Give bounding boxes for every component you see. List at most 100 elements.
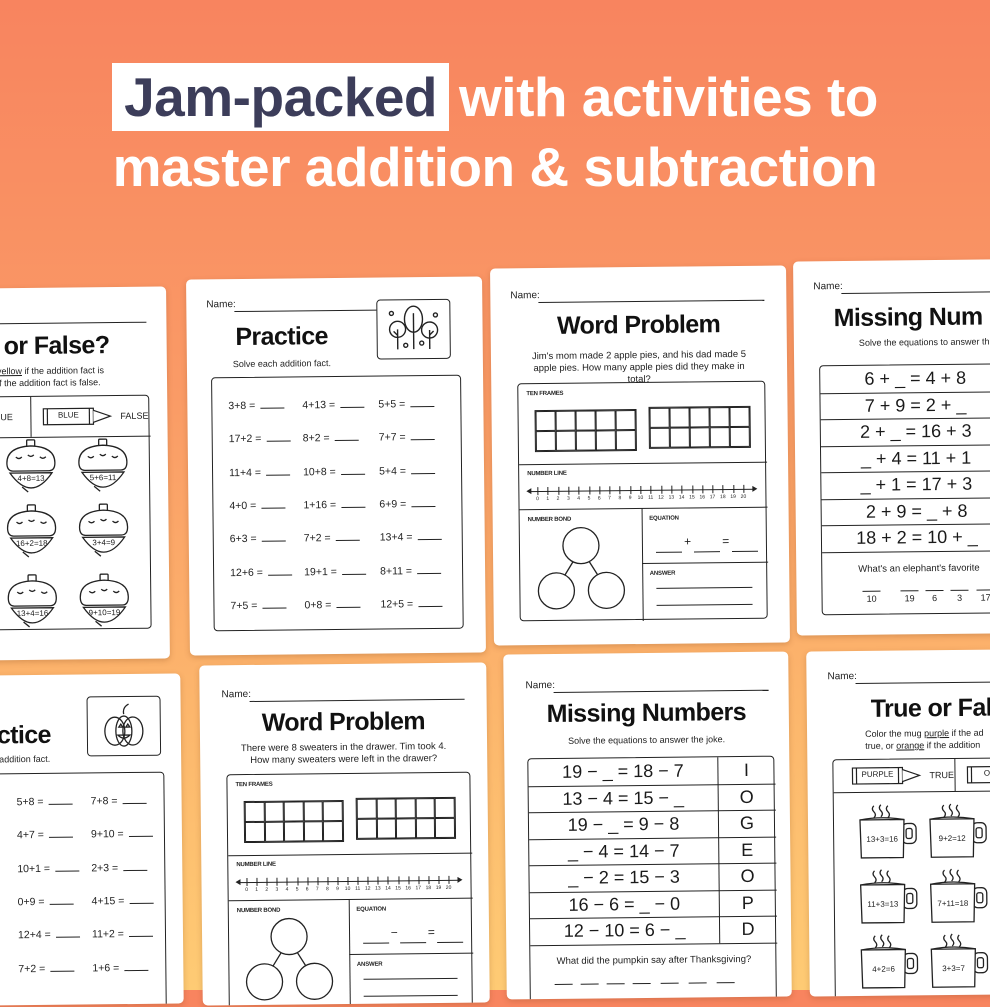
number-line-tick (438, 876, 439, 884)
answer-blank[interactable] (129, 903, 153, 904)
problem-text: 7+7 = (379, 432, 406, 444)
answer-line[interactable] (363, 995, 457, 997)
addition-problem: 5+5 = (378, 398, 434, 411)
worksheet-title: Word Problem (200, 707, 487, 739)
joke-answer-blank[interactable] (976, 589, 990, 590)
answer-blank[interactable] (50, 970, 74, 971)
ten-frame-cell (730, 427, 750, 447)
worksheet-subtitle: addition fact. (0, 754, 50, 765)
answer-line[interactable] (656, 604, 752, 606)
answer-blank[interactable] (56, 937, 80, 938)
answer-blank[interactable] (341, 507, 365, 508)
crayon-label: BLUE (47, 410, 89, 419)
answer-blank[interactable] (129, 936, 153, 937)
answer-blank[interactable] (122, 803, 146, 804)
number-line-axis (529, 489, 755, 492)
equation-blank[interactable] (656, 552, 682, 553)
joke-answer-blank[interactable] (863, 591, 881, 592)
divider (821, 443, 990, 447)
crayon-icon: ORA (966, 765, 990, 784)
answer-blank[interactable] (410, 406, 434, 407)
joke-letter: E (718, 839, 776, 861)
missing-number-equation: 7 + 9 = 2 + _ (820, 394, 990, 417)
equation-blank[interactable] (400, 942, 426, 943)
number-line-label: NUMBER LINE (527, 471, 567, 477)
answer-blank[interactable] (335, 440, 359, 441)
problem-text: 7+2 = (18, 962, 45, 974)
joke-letter: D (719, 919, 777, 941)
answer-blank[interactable] (341, 473, 365, 474)
joke-answer-blank[interactable] (633, 983, 651, 984)
number-line-tick (671, 486, 672, 494)
joke-answer-blank[interactable] (555, 984, 573, 985)
joke-answer-blank[interactable] (607, 983, 625, 984)
addition-problem: 7+8 = (91, 795, 147, 808)
svg-text:4+2=6: 4+2=6 (872, 965, 895, 974)
joke-answer-blank[interactable] (661, 983, 679, 984)
ten-frame-cell (376, 798, 396, 818)
answer-blank[interactable] (411, 473, 435, 474)
instruction-text: true, or (865, 741, 896, 751)
answer-blank[interactable] (262, 607, 286, 608)
addition-problem: 7+2 = (18, 962, 74, 975)
addition-problem: 10+8 = (303, 465, 365, 478)
answer-blank[interactable] (411, 439, 435, 440)
answer-blank[interactable] (336, 607, 360, 608)
missing-number-equation: 19 − _ = 18 − 7 (528, 760, 717, 783)
answer-blank[interactable] (260, 408, 284, 409)
problem-text: 1+6 = (92, 962, 119, 974)
answer-blank[interactable] (418, 606, 442, 607)
answer-blank[interactable] (266, 474, 290, 475)
problem-text: 5+4 = (379, 465, 406, 477)
answer-blank[interactable] (417, 539, 441, 540)
answer-blank[interactable] (411, 506, 435, 507)
answer-blank[interactable] (55, 870, 79, 871)
answer-blank[interactable] (50, 904, 74, 905)
joke-answer-number: 6 (926, 593, 944, 603)
problem-text: 11+2 = (92, 928, 124, 940)
answer-blank[interactable] (48, 804, 72, 805)
problem-text: 7+8 = (91, 795, 118, 807)
joke-question: What did the pumpkin say after Thanksgiv… (530, 954, 777, 968)
answer-blank[interactable] (266, 441, 290, 442)
equation-blank[interactable] (732, 551, 758, 552)
equation-blank[interactable] (437, 942, 463, 943)
number-line-tick (368, 877, 369, 885)
answer-blank[interactable] (336, 540, 360, 541)
joke-answer-blank[interactable] (925, 590, 943, 591)
number-line-tick (723, 485, 724, 493)
joke-answer-blank[interactable] (689, 982, 707, 983)
headline-highlight: Jam-packed (112, 63, 449, 131)
answer-blank[interactable] (129, 836, 153, 837)
answer-blank[interactable] (262, 541, 286, 542)
joke-answer-blank[interactable] (900, 590, 918, 591)
ten-frame (356, 797, 456, 840)
acorn-icon: 13+4=16 (5, 574, 70, 637)
joke-answer-blank[interactable] (581, 984, 599, 985)
answer-line[interactable] (363, 978, 457, 980)
equation-blank[interactable] (694, 551, 720, 552)
answer-blank[interactable] (49, 837, 73, 838)
answer-blank[interactable] (268, 574, 292, 575)
missing-number-equation: 12 − 10 = 6 − _ (530, 919, 719, 942)
joke-answer-blank[interactable] (717, 982, 735, 983)
number-bond-diagram (244, 914, 335, 1005)
answer-blank[interactable] (417, 572, 441, 573)
answer-blank[interactable] (124, 969, 148, 970)
equation-blank[interactable] (363, 943, 389, 944)
answer-blank[interactable] (340, 407, 364, 408)
answer-blank[interactable] (342, 573, 366, 574)
joke-answer-blank[interactable] (950, 590, 968, 591)
answer-blank[interactable] (123, 869, 147, 870)
number-line-tick (408, 876, 409, 884)
addition-problem: 10+1 = (17, 862, 79, 875)
answer-blank[interactable] (261, 507, 285, 508)
acorn-icon: 9+10=19 (77, 573, 142, 636)
instruction-text: if the ad (949, 728, 984, 738)
number-line-tick-label: 20 (443, 885, 455, 891)
answer-line[interactable] (656, 587, 752, 589)
number-line-tick (347, 877, 348, 885)
number-line-tick (277, 878, 278, 886)
